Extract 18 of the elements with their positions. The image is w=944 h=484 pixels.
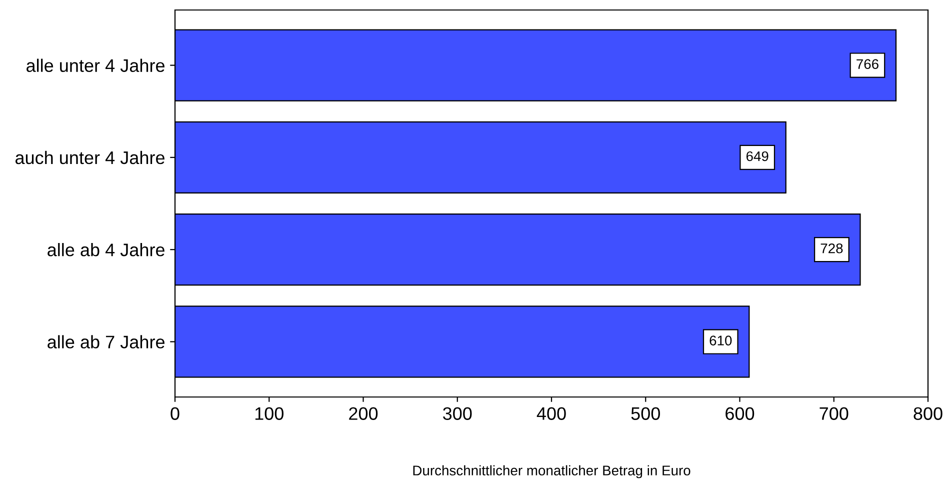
y-tick-label: alle ab 7 Jahre bbox=[48, 335, 164, 348]
x-tick-label: 0 bbox=[170, 407, 180, 420]
data-label: 610 bbox=[710, 336, 732, 346]
x-tick-label: 600 bbox=[726, 407, 754, 420]
data-label: 766 bbox=[856, 59, 878, 70]
x-tick-label: 700 bbox=[820, 407, 848, 420]
data-label: 728 bbox=[820, 243, 843, 254]
x-axis-title: Durchschnittlicher monatlicher Betrag in Euro bbox=[413, 465, 690, 478]
y-tick-label: alle unter 4 Jahre bbox=[26, 58, 164, 72]
x-tick-label: 100 bbox=[255, 407, 284, 420]
x-tick-label: 800 bbox=[914, 407, 942, 420]
y-tick-label: alle ab 4 Jahre bbox=[48, 243, 164, 256]
x-tick-label: 200 bbox=[349, 407, 378, 420]
x-tick-label: 300 bbox=[443, 407, 472, 420]
y-tick-label: auch unter 4 Jahre bbox=[15, 150, 164, 164]
x-tick-label: 500 bbox=[631, 407, 660, 420]
x-tick-label: 400 bbox=[536, 407, 566, 420]
data-label: 649 bbox=[746, 151, 768, 162]
